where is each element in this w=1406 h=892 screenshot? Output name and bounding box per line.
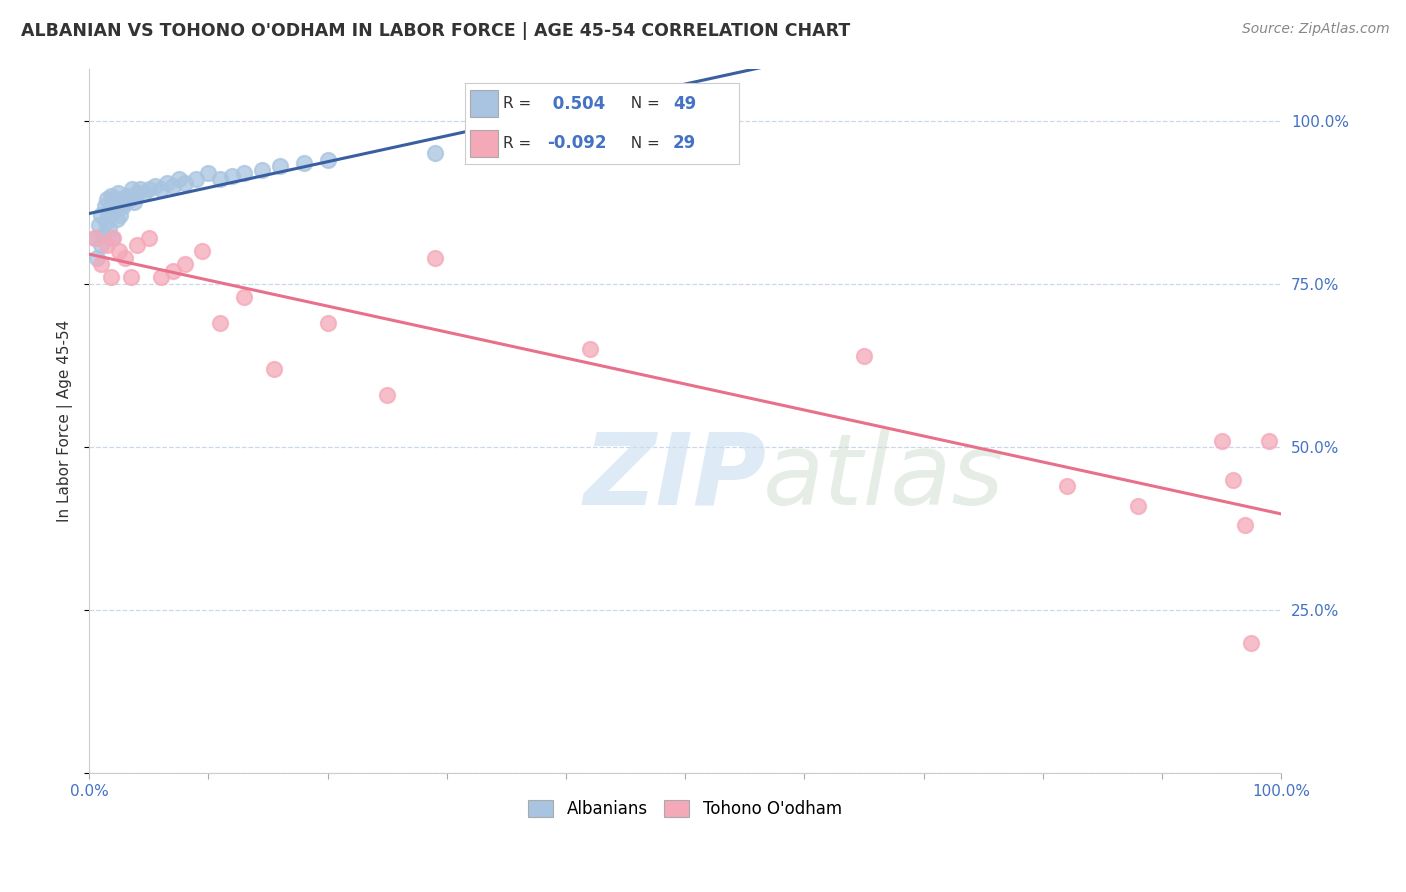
Point [96, 192, 118, 206]
Point [375, 388, 398, 402]
Point [108, 244, 131, 259]
Point [100, 198, 122, 212]
Point [138, 231, 160, 245]
Point [100, 189, 122, 203]
Point [186, 172, 208, 186]
Point [197, 166, 219, 180]
Point [101, 231, 124, 245]
Point [1126, 499, 1149, 513]
Point [125, 186, 148, 200]
Point [90, 208, 112, 222]
Point [117, 189, 139, 203]
Point [103, 192, 125, 206]
Point [105, 211, 128, 226]
Point [423, 146, 446, 161]
Point [132, 186, 155, 200]
Point [108, 195, 131, 210]
Text: ALBANIAN VS TOHONO O'ODHAM IN LABOR FORCE | AGE 45-54 CORRELATION CHART: ALBANIAN VS TOHONO O'ODHAM IN LABOR FORC… [21, 22, 851, 40]
Point [167, 172, 190, 186]
Point [101, 205, 124, 219]
Point [121, 182, 143, 196]
Legend: Albanians, Tohono O'odham: Albanians, Tohono O'odham [522, 794, 849, 825]
Point [93, 227, 115, 242]
Point [263, 361, 285, 376]
Point [149, 270, 172, 285]
Point [1056, 479, 1078, 493]
Point [98, 221, 121, 235]
Point [269, 160, 291, 174]
Point [104, 198, 127, 212]
Point [233, 166, 256, 180]
Point [156, 176, 179, 190]
Point [1258, 434, 1281, 448]
Text: ZIP: ZIP [583, 429, 766, 526]
Point [138, 182, 160, 196]
Point [143, 179, 166, 194]
Point [1222, 473, 1244, 487]
Point [84, 231, 107, 245]
Point [96, 237, 118, 252]
Point [110, 192, 132, 206]
Point [1211, 434, 1233, 448]
Point [162, 264, 184, 278]
Point [97, 208, 120, 222]
Point [114, 251, 136, 265]
Point [114, 195, 136, 210]
Point [316, 153, 339, 167]
Point [233, 290, 256, 304]
Point [292, 156, 315, 170]
Point [84, 231, 107, 245]
Point [93, 198, 115, 212]
Point [125, 237, 148, 252]
Point [149, 182, 172, 196]
Point [118, 192, 141, 206]
Point [250, 162, 273, 177]
Point [1240, 636, 1263, 650]
Point [107, 186, 129, 200]
Text: atlas: atlas [762, 429, 1004, 526]
Point [86, 251, 108, 265]
Point [129, 182, 152, 196]
Point [87, 218, 110, 232]
Point [173, 257, 195, 271]
Point [852, 349, 875, 363]
Point [100, 270, 122, 285]
Point [111, 198, 134, 212]
Text: Source: ZipAtlas.com: Source: ZipAtlas.com [1241, 22, 1389, 37]
Point [578, 342, 600, 356]
Point [120, 270, 142, 285]
Point [508, 140, 530, 154]
Point [191, 244, 214, 259]
Point [90, 257, 112, 271]
Point [209, 316, 232, 330]
Point [108, 208, 131, 222]
Point [423, 251, 446, 265]
Y-axis label: In Labor Force | Age 45-54: In Labor Force | Age 45-54 [58, 320, 73, 522]
Point [101, 231, 124, 245]
Point [162, 179, 184, 194]
Point [1234, 518, 1257, 533]
Point [173, 176, 195, 190]
Point [124, 195, 146, 210]
Point [221, 169, 243, 184]
Point [209, 172, 232, 186]
Point [316, 316, 339, 330]
Point [90, 237, 112, 252]
Point [94, 215, 117, 229]
